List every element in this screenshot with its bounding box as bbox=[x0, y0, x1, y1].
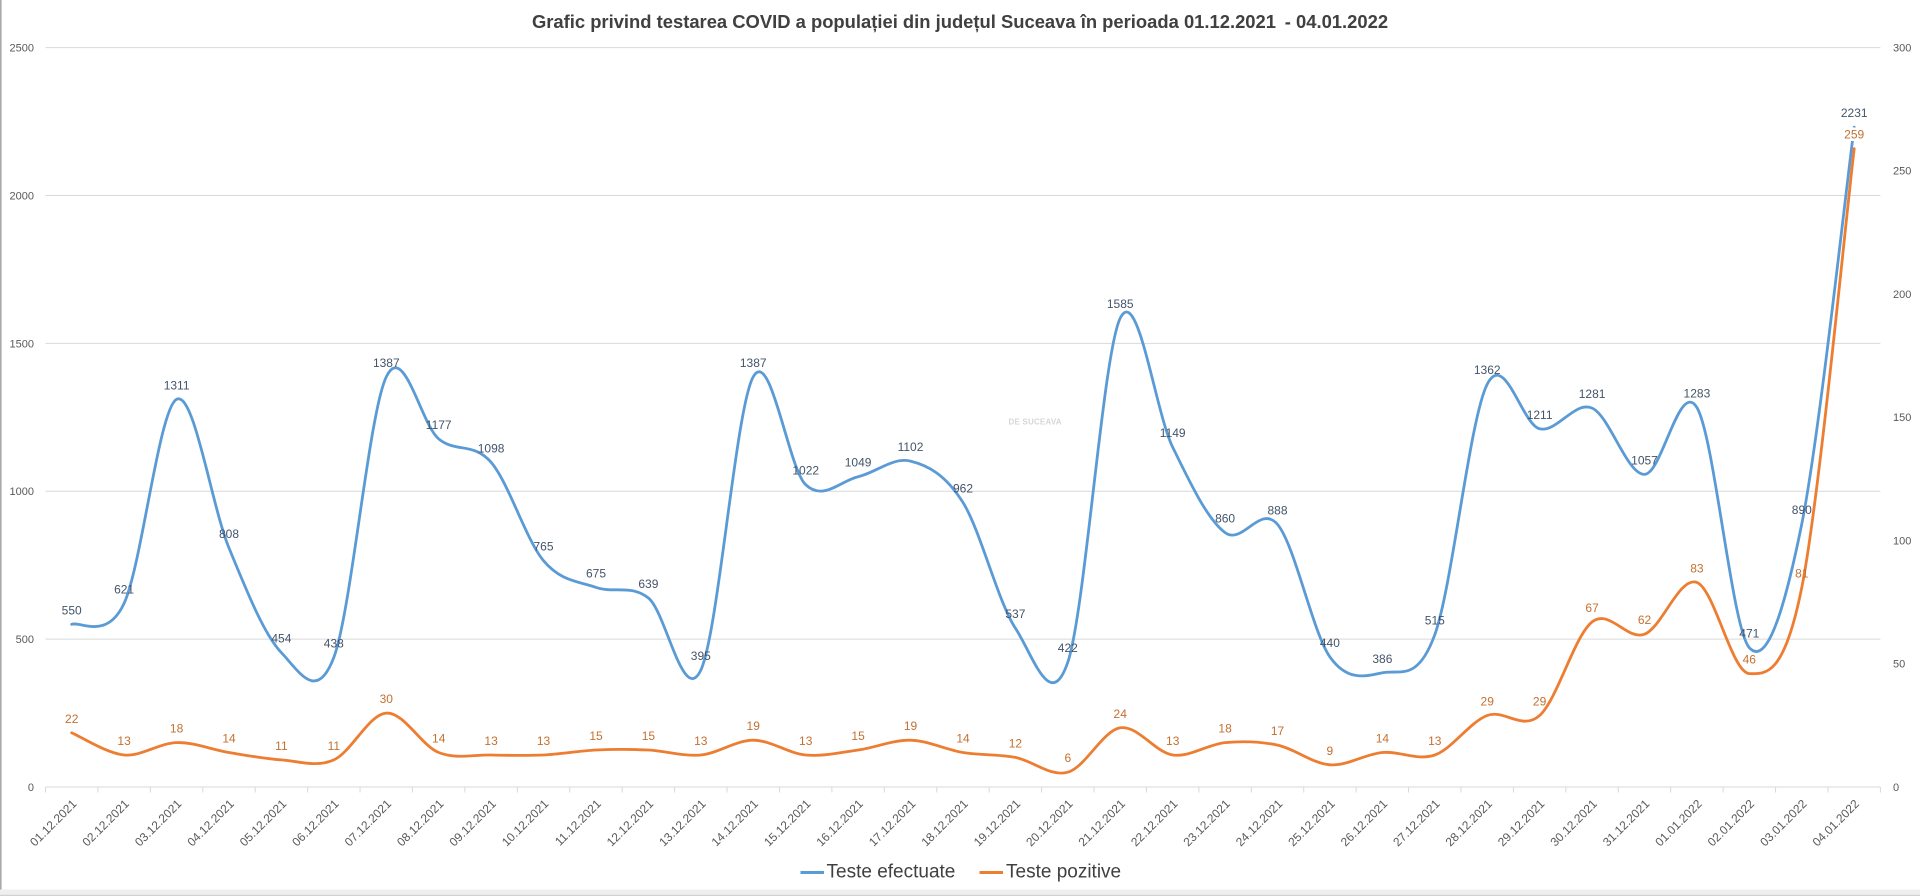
svg-text:19: 19 bbox=[904, 719, 918, 733]
svg-text:30: 30 bbox=[380, 692, 394, 706]
svg-text:11: 11 bbox=[275, 739, 288, 753]
svg-text:537: 537 bbox=[1005, 607, 1025, 621]
svg-text:14: 14 bbox=[1376, 732, 1390, 746]
svg-text:13: 13 bbox=[484, 734, 498, 748]
svg-text:1177: 1177 bbox=[426, 418, 452, 432]
svg-text:550: 550 bbox=[62, 603, 82, 617]
svg-text:438: 438 bbox=[324, 637, 344, 651]
svg-text:2000: 2000 bbox=[10, 190, 34, 202]
svg-text:1098: 1098 bbox=[478, 441, 505, 455]
svg-text:422: 422 bbox=[1058, 641, 1078, 655]
svg-text:11: 11 bbox=[328, 739, 341, 753]
svg-text:13: 13 bbox=[694, 734, 708, 748]
svg-text:1311: 1311 bbox=[164, 378, 190, 392]
svg-text:1387: 1387 bbox=[740, 356, 767, 370]
svg-text:808: 808 bbox=[219, 527, 239, 541]
svg-text:515: 515 bbox=[1425, 614, 1445, 628]
svg-text:100: 100 bbox=[1893, 535, 1911, 547]
svg-text:18: 18 bbox=[170, 722, 184, 736]
svg-text:67: 67 bbox=[1585, 601, 1599, 615]
svg-text:22: 22 bbox=[65, 712, 79, 726]
svg-text:14: 14 bbox=[432, 732, 446, 746]
svg-text:386: 386 bbox=[1372, 652, 1392, 666]
svg-text:46: 46 bbox=[1743, 653, 1757, 667]
svg-text:765: 765 bbox=[533, 540, 553, 554]
svg-text:150: 150 bbox=[1893, 412, 1911, 424]
svg-text:454: 454 bbox=[271, 632, 291, 646]
svg-text:1387: 1387 bbox=[373, 356, 400, 370]
svg-text:13: 13 bbox=[117, 734, 131, 748]
svg-text:1211: 1211 bbox=[1527, 408, 1553, 422]
svg-text:1149: 1149 bbox=[1160, 426, 1186, 440]
svg-text:1057: 1057 bbox=[1631, 453, 1658, 467]
svg-text:17: 17 bbox=[1271, 724, 1285, 738]
svg-text:Grafic privind testarea COVID: Grafic privind testarea COVID a populați… bbox=[532, 11, 1388, 32]
svg-text:9: 9 bbox=[1327, 744, 1334, 758]
svg-text:639: 639 bbox=[638, 577, 658, 591]
svg-text:Teste pozitive: Teste pozitive bbox=[1006, 862, 1121, 883]
svg-text:395: 395 bbox=[691, 649, 711, 663]
svg-text:14: 14 bbox=[222, 732, 236, 746]
svg-text:1500: 1500 bbox=[10, 338, 34, 350]
svg-text:1022: 1022 bbox=[792, 464, 819, 478]
svg-text:18: 18 bbox=[1218, 722, 1232, 736]
svg-text:29: 29 bbox=[1481, 695, 1495, 709]
svg-text:471: 471 bbox=[1739, 627, 1759, 641]
svg-text:13: 13 bbox=[1166, 734, 1180, 748]
svg-text:83: 83 bbox=[1690, 561, 1704, 575]
svg-text:259: 259 bbox=[1844, 128, 1864, 142]
svg-text:29: 29 bbox=[1533, 695, 1547, 709]
svg-text:962: 962 bbox=[953, 482, 973, 496]
svg-text:13: 13 bbox=[1428, 734, 1442, 748]
svg-text:15: 15 bbox=[851, 729, 865, 743]
svg-text:1281: 1281 bbox=[1579, 387, 1606, 401]
svg-text:500: 500 bbox=[16, 634, 34, 646]
svg-text:15: 15 bbox=[589, 729, 603, 743]
svg-text:1283: 1283 bbox=[1684, 387, 1711, 401]
svg-text:19: 19 bbox=[747, 719, 761, 733]
svg-text:250: 250 bbox=[1893, 166, 1911, 178]
svg-text:DE SUCEAVA: DE SUCEAVA bbox=[1009, 418, 1062, 427]
svg-text:50: 50 bbox=[1893, 659, 1905, 671]
svg-text:1049: 1049 bbox=[845, 456, 872, 470]
svg-text:1102: 1102 bbox=[898, 440, 924, 454]
svg-text:888: 888 bbox=[1267, 503, 1287, 517]
svg-text:300: 300 bbox=[1893, 43, 1911, 55]
svg-text:2500: 2500 bbox=[10, 43, 34, 55]
svg-text:15: 15 bbox=[642, 729, 656, 743]
svg-text:24: 24 bbox=[1114, 707, 1128, 721]
svg-text:1585: 1585 bbox=[1107, 297, 1134, 311]
svg-text:440: 440 bbox=[1320, 636, 1340, 650]
svg-text:675: 675 bbox=[586, 566, 606, 580]
svg-text:6: 6 bbox=[1064, 751, 1071, 765]
svg-text:13: 13 bbox=[537, 734, 551, 748]
svg-text:890: 890 bbox=[1792, 503, 1812, 517]
svg-text:62: 62 bbox=[1638, 613, 1652, 627]
svg-text:81: 81 bbox=[1795, 566, 1809, 580]
svg-text:2231: 2231 bbox=[1841, 106, 1868, 120]
svg-text:621: 621 bbox=[114, 582, 134, 596]
svg-text:0: 0 bbox=[28, 782, 34, 794]
svg-text:0: 0 bbox=[1893, 782, 1899, 794]
svg-text:1362: 1362 bbox=[1474, 363, 1501, 377]
svg-text:200: 200 bbox=[1893, 289, 1911, 301]
svg-text:860: 860 bbox=[1215, 512, 1235, 526]
svg-text:Teste efectuate: Teste efectuate bbox=[827, 862, 956, 883]
svg-text:14: 14 bbox=[956, 732, 970, 746]
svg-text:1000: 1000 bbox=[10, 486, 34, 498]
svg-text:13: 13 bbox=[799, 734, 813, 748]
svg-text:12: 12 bbox=[1009, 736, 1023, 750]
